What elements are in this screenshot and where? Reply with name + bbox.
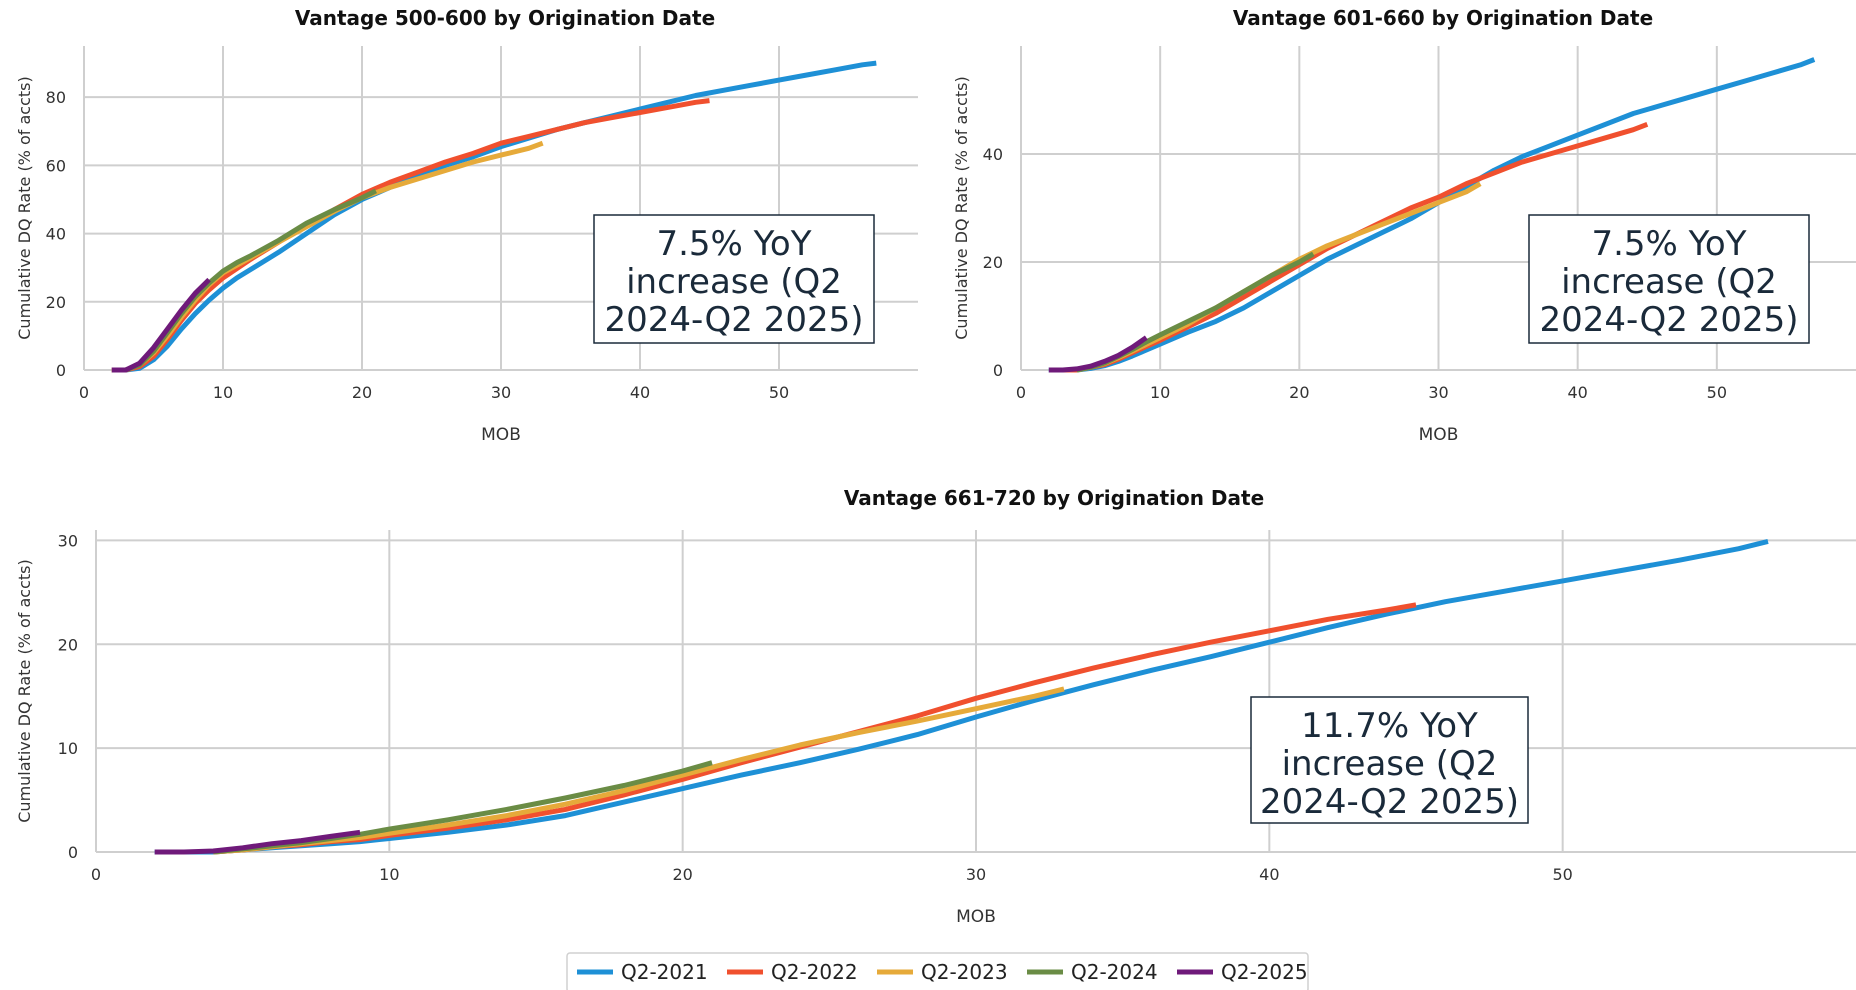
legend-label: Q2-2025 [1221, 960, 1308, 984]
annotation-line: increase (Q2 [1561, 262, 1777, 302]
legend: Q2-2021 Q2-2022 Q2-2023 Q2-2024 Q2-2025 [566, 952, 1309, 990]
x-tick-label: 0 [91, 865, 101, 884]
annotation-line: increase (Q2 [626, 262, 842, 302]
x-tick-label: 10 [213, 383, 233, 402]
annotation-line: 2024-Q2 2025) [1539, 300, 1798, 340]
x-tick-label: 0 [79, 383, 89, 402]
y-tick-label: 20 [46, 293, 66, 312]
y-tick-label: 20 [58, 635, 78, 654]
y-tick-label: 30 [58, 531, 78, 550]
y-axis-label: Cumulative DQ Rate (% of accts) [15, 76, 34, 339]
y-tick-label: 0 [993, 361, 1003, 380]
legend-item-q2-2023: Q2-2023 [877, 960, 1008, 984]
annotation-line: 2024-Q2 2025) [604, 300, 863, 340]
y-tick-label: 0 [68, 843, 78, 862]
annotation-box [1250, 696, 1529, 824]
x-tick-label: 40 [1567, 383, 1587, 402]
y-tick-label: 0 [56, 361, 66, 380]
y-tick-label: 40 [983, 145, 1003, 164]
annotation-line: 2024-Q2 2025) [1260, 782, 1519, 822]
legend-label: Q2-2024 [1071, 960, 1158, 984]
y-tick-label: 60 [46, 156, 66, 175]
x-tick-label: 0 [1016, 383, 1026, 402]
annotation-line: 11.7% YoY [1301, 706, 1478, 746]
chart-title: Vantage 500-600 by Origination Date [295, 6, 715, 30]
legend-item-q2-2024: Q2-2024 [1027, 960, 1158, 984]
series-line-q2-2025 [1048, 335, 1148, 373]
y-tick-label: 10 [58, 739, 78, 758]
x-tick-label: 30 [1428, 383, 1448, 402]
series-line-q2-2022 [213, 602, 1417, 855]
x-axis-label: MOB [481, 425, 521, 445]
y-tick-label: 80 [46, 88, 66, 107]
series-line-q2-2024 [213, 760, 713, 855]
annotation-line: increase (Q2 [1282, 744, 1498, 784]
x-tick-label: 40 [1259, 865, 1279, 884]
annotation-box [1528, 214, 1810, 344]
annotation-line: 7.5% YoY [1591, 224, 1746, 264]
chart-title: Vantage 601-660 by Origination Date [1233, 6, 1653, 30]
y-axis-label: Cumulative DQ Rate (% of accts) [15, 559, 34, 822]
series-line-q2-2024 [1076, 251, 1315, 373]
legend-label: Q2-2023 [921, 960, 1008, 984]
chart-panel-vantage-500-600: Vantage 500-600 by Origination Date 0 10 20… [15, 6, 918, 445]
x-tick-label: 10 [1150, 383, 1170, 402]
legend-item-q2-2021: Q2-2021 [577, 960, 708, 984]
y-axis-label: Cumulative DQ Rate (% of accts) [952, 76, 971, 339]
legend-item-q2-2022: Q2-2022 [727, 960, 858, 984]
chart-panel-vantage-661-720: Vantage 661-720 by Origination Date 0 10 20… [15, 486, 1856, 927]
chart-title: Vantage 661-720 by Origination Date [844, 486, 1264, 510]
legend-frame [566, 952, 1309, 990]
legend-item-q2-2025: Q2-2025 [1177, 960, 1308, 984]
x-axis-label: MOB [956, 907, 996, 927]
x-tick-label: 50 [1552, 865, 1572, 884]
series-line-q2-2023 [213, 686, 1065, 855]
series-line-q2-2021 [111, 60, 877, 373]
legend-label: Q2-2022 [771, 960, 858, 984]
x-tick-label: 20 [1289, 383, 1309, 402]
series-line-q2-2025 [111, 277, 211, 373]
x-tick-label: 10 [379, 865, 399, 884]
legend-label: Q2-2021 [621, 960, 708, 984]
x-axis-label: MOB [1419, 425, 1459, 445]
chart-panel-vantage-601-660: Vantage 601-660 by Origination Date 0 10 20… [952, 6, 1856, 445]
annotation-line: 7.5% YoY [656, 224, 811, 264]
x-tick-label: 30 [491, 383, 511, 402]
x-tick-label: 50 [769, 383, 789, 402]
x-tick-label: 50 [1707, 383, 1727, 402]
x-tick-label: 20 [672, 865, 692, 884]
annotation-box [593, 214, 875, 344]
series-line-q2-2025 [154, 829, 361, 855]
y-tick-label: 20 [983, 253, 1003, 272]
x-tick-label: 40 [630, 383, 650, 402]
y-tick-label: 40 [46, 225, 66, 244]
x-tick-label: 20 [352, 383, 372, 402]
x-tick-label: 30 [966, 865, 986, 884]
